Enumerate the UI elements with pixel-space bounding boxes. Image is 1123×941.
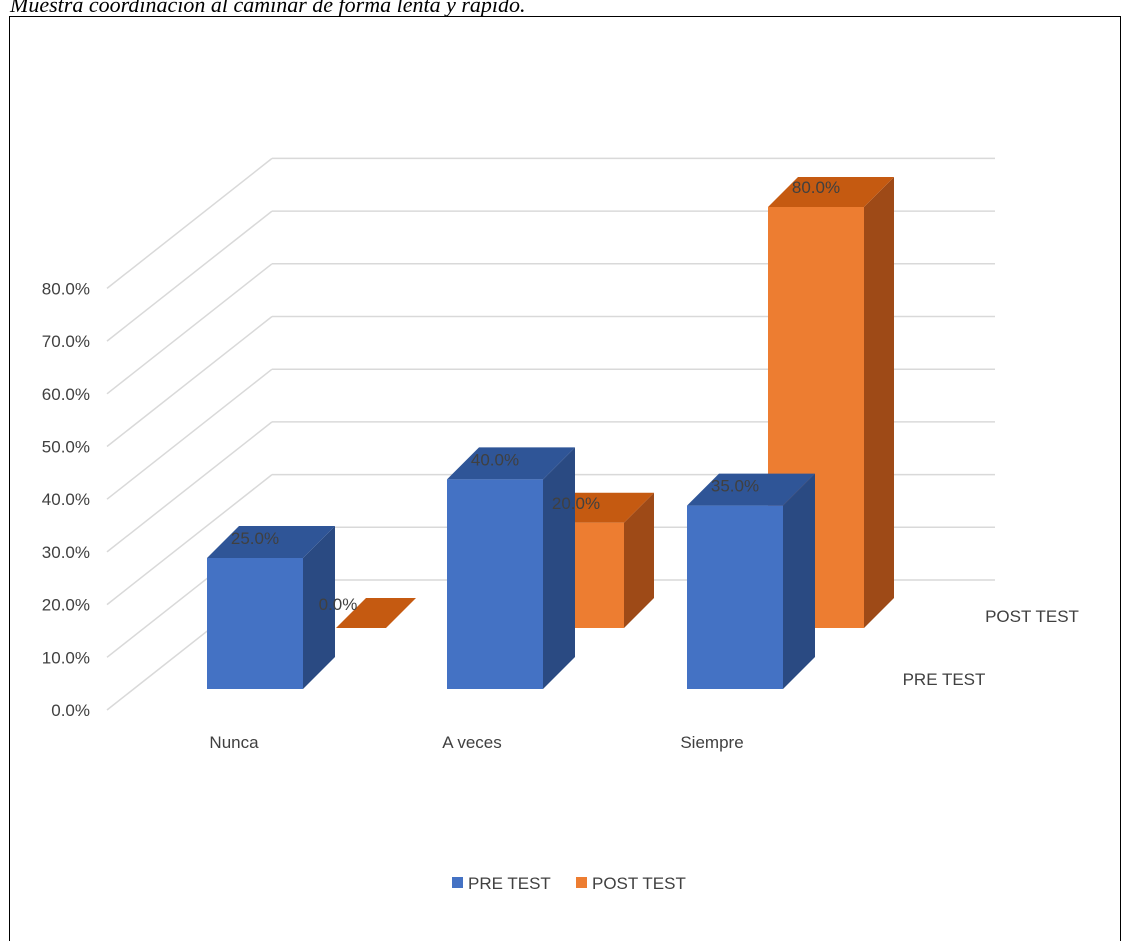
category-label: Siempre <box>680 733 743 752</box>
y-tick-label: 40.0% <box>42 490 90 509</box>
y-tick-label: 80.0% <box>42 279 90 298</box>
legend-swatch-pre <box>452 877 463 888</box>
pre-test-bar <box>687 473 815 689</box>
legend: PRE TEST POST TEST <box>452 874 686 893</box>
pre-test-bar-front <box>207 558 303 689</box>
depth-label-pre: PRE TEST <box>903 670 986 689</box>
depth-axis-labels: POST TEST PRE TEST <box>903 607 1079 689</box>
post-test-bar-side <box>624 492 654 628</box>
figure-caption: Muestra coordinación al caminar de forma… <box>10 0 526 17</box>
gridline-diagonal <box>106 157 273 289</box>
post-test-bar-side <box>864 177 894 628</box>
pre-test-bar <box>207 526 335 689</box>
post-test-bar <box>336 598 416 628</box>
depth-label-post: POST TEST <box>985 607 1079 626</box>
gridline-diagonal <box>106 210 273 342</box>
pre-test-bar-side <box>543 447 575 689</box>
chart-frame <box>9 16 1121 941</box>
post-test-bar-top <box>336 598 416 628</box>
pre-test-data-label: 35.0% <box>711 477 759 496</box>
pre-test-bar <box>447 447 575 689</box>
gridline-diagonal <box>106 474 273 606</box>
y-tick-label: 0.0% <box>51 701 90 720</box>
y-tick-label: 10.0% <box>42 648 90 667</box>
y-tick-label: 20.0% <box>42 596 90 615</box>
pre-test-data-label: 25.0% <box>231 529 279 548</box>
pre-test-bar-top <box>447 447 575 480</box>
pre-test-bar-front <box>447 479 543 689</box>
gridline-diagonal <box>106 368 273 500</box>
legend-label-pre: PRE TEST <box>468 874 551 893</box>
pre-test-bar-top <box>207 526 335 558</box>
post-test-data-label: 0.0% <box>319 595 358 614</box>
post-test-bar-top <box>768 177 894 207</box>
y-tick-label: 30.0% <box>42 543 90 562</box>
y-tick-label: 50.0% <box>42 438 90 457</box>
category-label: Nunca <box>209 733 259 752</box>
y-axis-ticks: 0.0% 10.0% 20.0% 30.0% 40.0% 50.0% 60.0% 70.0% 8… <box>42 279 90 720</box>
pre-test-bar-top <box>687 473 815 506</box>
pre-test-bar-side <box>303 526 335 689</box>
pre-test-bar-front <box>687 505 783 689</box>
gridline-diagonal <box>106 315 273 448</box>
data-labels: 0.0% 20.0% 80.0% 25.0% 40.0% 35.0% <box>231 178 840 614</box>
pre-test-bar-side <box>783 473 815 689</box>
category-label: A veces <box>442 733 502 752</box>
category-labels: Nunca A veces Siempre <box>209 733 743 752</box>
pre-test-series <box>207 447 815 689</box>
legend-label-post: POST TEST <box>592 874 686 893</box>
y-tick-label: 70.0% <box>42 332 90 351</box>
gridline-diagonal <box>106 421 273 553</box>
y-tick-label: 60.0% <box>42 385 90 404</box>
post-test-data-label: 80.0% <box>792 178 840 197</box>
legend-swatch-post <box>576 877 587 888</box>
pre-test-data-label: 40.0% <box>471 450 519 469</box>
post-test-data-label: 20.0% <box>552 494 600 513</box>
gridline-diagonal <box>106 263 273 395</box>
